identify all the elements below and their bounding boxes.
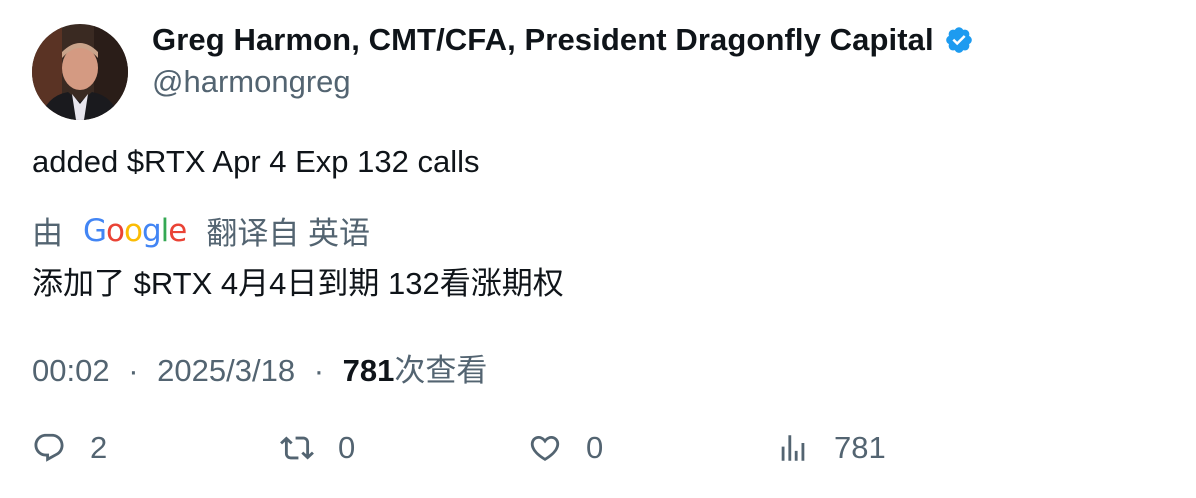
avatar[interactable] [32, 24, 128, 120]
views-button[interactable]: 781 [776, 430, 886, 466]
action-bar: 2 0 0 781 [32, 430, 1164, 474]
translated-text: 添加了 $RTX 4月4日到期 132看涨期权 [32, 266, 564, 301]
like-count: 0 [586, 430, 604, 465]
retweet-count: 0 [338, 430, 356, 465]
analytics-icon [781, 435, 805, 461]
translation-suffix[interactable]: 翻译自 英语 [206, 216, 370, 251]
meta-separator: · [128, 353, 139, 388]
retweet-icon [280, 436, 314, 460]
views-label: 次查看 [394, 353, 488, 388]
google-logo: Google [83, 212, 187, 249]
author-handle[interactable]: @harmongreg [152, 64, 351, 99]
reply-button[interactable]: 2 [32, 430, 107, 466]
retweet-button[interactable]: 0 [280, 430, 355, 466]
avatar-photo [32, 24, 128, 120]
tweet-meta: 00:02 · 2025/3/18 · 781次查看 [32, 345, 487, 390]
tweet-text: added $RTX Apr 4 Exp 132 calls [32, 144, 480, 179]
tweet-time[interactable]: 00:02 [32, 353, 110, 388]
heart-icon [530, 435, 560, 461]
meta-separator-2: · [313, 353, 325, 388]
reply-icon [34, 433, 64, 462]
view-count: 781 [834, 430, 886, 465]
translation-prefix: 由 [32, 216, 63, 251]
tweet-date[interactable]: 2025/3/18 [157, 353, 296, 388]
views-count: 781 [342, 353, 395, 388]
like-button[interactable]: 0 [528, 430, 603, 466]
author-row: Greg Harmon, CMT/CFA, President Dragonfl… [152, 22, 974, 58]
author-name[interactable]: Greg Harmon, CMT/CFA, President Dragonfl… [152, 22, 934, 57]
verified-badge-icon [944, 25, 974, 55]
reply-count: 2 [90, 430, 108, 465]
translation-attribution: 由 Google 翻译自 英语 [32, 208, 370, 253]
